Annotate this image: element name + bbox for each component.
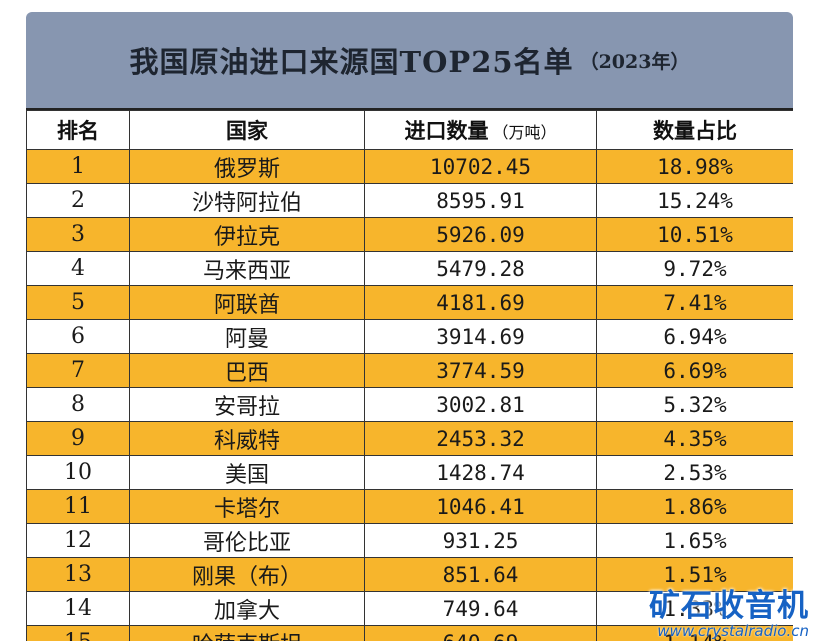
table-row: 4 马来西亚 5479.28 9.72% [26,251,793,286]
table-row: 15哈萨克斯坦640.691.14% [26,625,793,641]
header-share: 数量占比 [596,110,793,150]
volume-cell: 5926.09 [364,217,597,252]
share-cell: 6.94% [596,319,793,354]
share-cell: 5.32% [596,387,793,422]
title-bar: 我国原油进口来源国TOP25名单 （2023年） [26,12,793,110]
table-row: 9 科威特 2453.32 4.35% [26,421,793,456]
volume-cell: 749.64 [364,591,597,626]
table-row: 11 卡塔尔 1046.41 1.86% [26,489,793,524]
country-cell: 阿曼 [129,319,365,354]
share-cell: 1.14% [596,625,793,641]
country-cell: 哥伦比亚 [129,523,365,558]
volume-cell: 10702.45 [364,149,597,184]
country-cell: 卡塔尔 [129,489,365,524]
table-header-row: 排名 国家 进口数量 （万吨） 数量占比 [26,110,793,150]
rank-cell: 4 [26,251,130,286]
rank-cell: 9 [26,421,130,456]
share-cell: 9.72% [596,251,793,286]
header-volume: 进口数量 （万吨） [364,110,597,150]
country-cell: 安哥拉 [129,387,365,422]
table-row: 13 刚果（布） 851.64 1.51% [26,557,793,592]
volume-cell: 640.69 [364,625,597,641]
rank-cell: 10 [26,455,130,490]
table-row: 7 巴西 3774.59 6.69% [26,353,793,388]
volume-cell: 851.64 [364,557,597,592]
rank-cell: 1 [26,149,130,184]
table-row: 2 沙特阿拉伯 8595.91 15.24% [26,183,793,218]
volume-cell: 3914.69 [364,319,597,354]
table-row: 14 加拿大 749.64 1.33% [26,591,793,626]
rank-cell: 12 [26,523,130,558]
country-cell: 科威特 [129,421,365,456]
rank-cell: 7 [26,353,130,388]
volume-cell: 4181.69 [364,285,597,320]
country-cell: 哈萨克斯坦 [129,625,365,641]
table-row: 6 阿曼 3914.69 6.94% [26,319,793,354]
ranking-card: 我国原油进口来源国TOP25名单 （2023年） 排名 国家 进口数量 （万吨） … [26,12,793,641]
country-cell: 加拿大 [129,591,365,626]
table-row: 1 俄罗斯 10702.45 18.98% [26,149,793,184]
share-cell: 1.86% [596,489,793,524]
country-cell: 美国 [129,455,365,490]
rank-cell: 6 [26,319,130,354]
share-cell: 10.51% [596,217,793,252]
page-title: 我国原油进口来源国TOP25名单 [129,45,574,79]
rank-cell: 11 [26,489,130,524]
table-row: 3 伊拉克 5926.09 10.51% [26,217,793,252]
share-cell: 4.35% [596,421,793,456]
share-cell: 15.24% [596,183,793,218]
volume-cell: 3002.81 [364,387,597,422]
share-cell: 6.69% [596,353,793,388]
volume-cell: 1046.41 [364,489,597,524]
share-cell: 2.53% [596,455,793,490]
watermark-url: www.crystalradio.cn [657,622,809,640]
header-volume-unit: （万吨） [492,123,557,142]
rank-cell: 3 [26,217,130,252]
volume-cell: 1428.74 [364,455,597,490]
volume-cell: 931.25 [364,523,597,558]
rank-cell: 15 [26,625,130,641]
volume-cell: 8595.91 [364,183,597,218]
header-rank: 排名 [26,110,130,150]
title-year: （2023年） [579,50,690,73]
country-cell: 阿联酋 [129,285,365,320]
share-cell: 18.98% [596,149,793,184]
watermark-logo: 矿石收音机 [649,588,809,624]
table-row: 12 哥伦比亚 931.25 1.65% [26,523,793,558]
table-row: 5 阿联酋 4181.69 7.41% [26,285,793,320]
table-body: 1 俄罗斯 10702.45 18.98% 2 沙特阿拉伯 8595.91 15.24% 3 伊拉… [26,149,793,641]
rank-cell: 14 [26,591,130,626]
rank-cell: 2 [26,183,130,218]
import-ranking-table: 排名 国家 进口数量 （万吨） 数量占比 1 俄罗斯 10702.45 18.98% 2 沙… [26,110,793,641]
share-cell: 1.65% [596,523,793,558]
volume-cell: 3774.59 [364,353,597,388]
country-cell: 马来西亚 [129,251,365,286]
volume-cell: 5479.28 [364,251,597,286]
country-cell: 刚果（布） [129,557,365,592]
share-cell: 1.33% [596,591,793,626]
table-row: 10 美国 1428.74 2.53% [26,455,793,490]
table-row: 8 安哥拉 3002.81 5.32% [26,387,793,422]
country-cell: 沙特阿拉伯 [129,183,365,218]
country-cell: 巴西 [129,353,365,388]
rank-cell: 8 [26,387,130,422]
rank-cell: 13 [26,557,130,592]
volume-cell: 2453.32 [364,421,597,456]
share-cell: 1.51% [596,557,793,592]
rank-cell: 5 [26,285,130,320]
country-cell: 俄罗斯 [129,149,365,184]
country-cell: 伊拉克 [129,217,365,252]
watermark: 矿石收音机 www.crystalradio.cn [649,589,809,639]
header-volume-label: 进口数量 [404,119,489,143]
share-cell: 7.41% [596,285,793,320]
header-country: 国家 [129,110,365,150]
